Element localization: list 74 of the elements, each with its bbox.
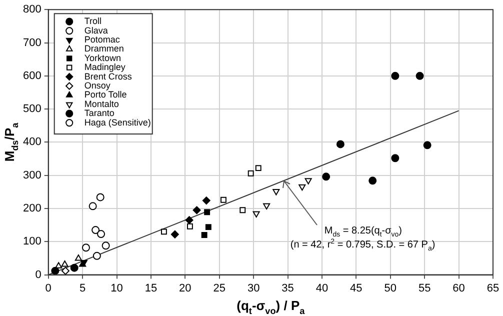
y-tick-label: 600 — [22, 70, 42, 82]
x-tick-label: 60 — [452, 282, 465, 294]
x-tick-label: 25 — [213, 282, 226, 294]
point — [192, 206, 201, 214]
point — [96, 193, 104, 202]
x-tick-label: 65 — [486, 282, 500, 294]
y-tick-label: 100 — [22, 236, 42, 248]
point — [160, 228, 167, 235]
x-tick-label: 20 — [179, 282, 192, 294]
point — [82, 244, 90, 252]
point — [70, 264, 78, 272]
legend-label: Brent Cross — [84, 71, 132, 82]
legend-label: Onsoy — [84, 80, 111, 90]
y-axis-title: Mds/Pa — [2, 122, 20, 162]
point — [391, 72, 400, 80]
point — [186, 223, 193, 230]
y-tick-label: 500 — [22, 103, 42, 116]
point — [322, 172, 330, 181]
point — [252, 211, 260, 218]
legend-label: Drammen — [84, 44, 124, 54]
point — [255, 165, 262, 172]
legend-label: Madingley — [84, 62, 126, 72]
x-tick-label: 50 — [384, 282, 397, 294]
x-tick-label: 15 — [144, 282, 158, 294]
point — [102, 242, 110, 250]
point — [88, 202, 97, 210]
point — [55, 262, 62, 268]
x-tick-label: 30 — [247, 282, 260, 294]
point — [61, 266, 70, 275]
point — [298, 184, 306, 191]
legend-label: Haga (Sensitive) — [84, 117, 151, 128]
x-tick-label: 40 — [316, 282, 328, 294]
x-tick-label: 55 — [418, 282, 431, 294]
point — [304, 178, 312, 184]
point — [391, 154, 400, 162]
point — [97, 230, 106, 238]
point — [423, 141, 432, 150]
point — [336, 140, 344, 148]
x-tick-label: 45 — [350, 282, 362, 294]
legend-label: Glava — [84, 25, 108, 36]
point — [220, 196, 226, 203]
point — [240, 207, 246, 214]
x-tick-label: 10 — [110, 282, 123, 294]
point — [204, 209, 210, 216]
legend-label: Montalto — [84, 98, 119, 109]
point — [170, 230, 179, 238]
y-tick-label: 400 — [22, 136, 42, 148]
y-tick-label: 700 — [22, 36, 42, 49]
x-tick-label: 35 — [282, 282, 294, 294]
legend-label: Yorktown — [84, 52, 122, 63]
y-tick-label: 200 — [22, 202, 42, 215]
point — [263, 203, 270, 210]
point — [61, 260, 68, 267]
point — [368, 176, 377, 185]
legend-label: Porto Tolle — [84, 90, 127, 100]
legend-label: Taranto — [84, 108, 114, 118]
y-tick-label: 800 — [22, 4, 42, 16]
y-tick-label: 0 — [35, 268, 42, 281]
x-tick-label: 5 — [79, 282, 86, 294]
point — [185, 216, 194, 224]
point — [201, 232, 208, 238]
point — [74, 254, 82, 261]
point — [272, 189, 280, 196]
point — [416, 72, 424, 80]
legend-label: Potomac — [84, 34, 120, 44]
point — [202, 196, 210, 205]
point — [92, 226, 100, 234]
point — [205, 224, 212, 230]
legend-label: Troll — [84, 16, 102, 26]
x-tick-label: 0 — [45, 282, 52, 294]
y-tick-label: 300 — [22, 169, 42, 182]
point — [248, 170, 254, 176]
point — [92, 252, 101, 260]
point — [51, 266, 60, 275]
